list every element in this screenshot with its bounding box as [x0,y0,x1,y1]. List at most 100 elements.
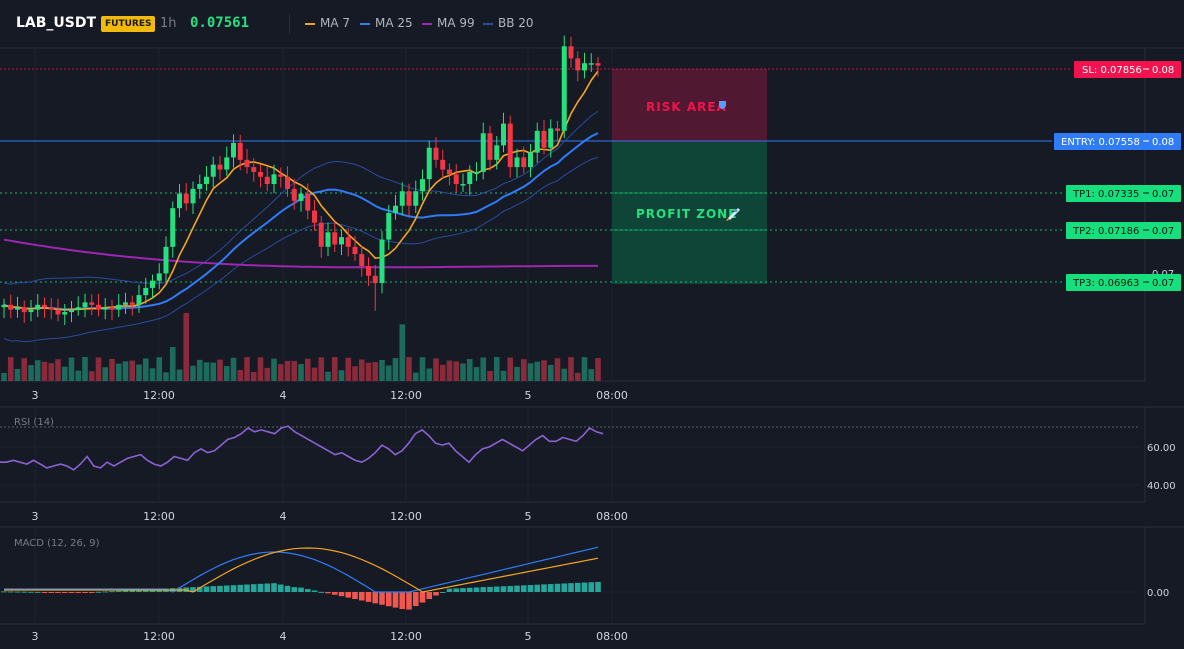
macd-histogram-bar [142,589,149,592]
macd-histogram-bar [115,590,122,592]
candle-body [588,63,594,65]
macd-histogram-bar [102,591,109,593]
sl-tag-text: SL: 0.07856 [1082,65,1142,76]
macd-histogram-bar [325,592,331,594]
candle [575,51,581,82]
candle [21,300,27,323]
symbol-name[interactable]: LAB_USDT [16,15,97,31]
tp1-price-tag[interactable]: TP1: 0.07335 0.07 [1066,185,1181,202]
tp1-axis-text: 0.07 [1152,189,1174,200]
macd-histogram-bar [595,581,601,592]
candle-body [474,171,479,174]
time-tick-label: 12:00 [143,389,175,402]
candle [35,294,41,318]
candle [210,156,216,188]
candle-body [379,239,385,284]
time-tick-label: 4 [280,389,287,402]
volume-bar [568,357,574,381]
volume-bar [14,368,21,381]
volume-bar [149,368,156,381]
candle [339,229,344,256]
volume-bar [500,370,507,381]
legend-ma99[interactable]: MA 99 [422,16,475,30]
legend-bb20[interactable]: BB 20 [483,16,534,30]
volume-bar [473,367,480,381]
macd-histogram-bar [277,584,284,592]
candle [150,274,155,299]
candle [190,181,196,215]
candle [521,146,527,174]
volume-bar [379,359,385,381]
candle-body [332,232,338,245]
candle [507,115,513,178]
macd-histogram-bar [1,591,7,593]
macd-histogram-bar [237,584,244,592]
candle-body [210,164,216,177]
candle [15,296,20,318]
candle [217,155,223,180]
candlesticks[interactable] [1,35,601,325]
volume-bar [176,369,183,381]
legend-ma7[interactable]: MA 7 [305,16,350,30]
volume-bar [102,367,109,381]
candle [170,201,176,258]
candle-body [15,307,20,310]
macd-histogram-bar [473,587,480,592]
tp3-price-tag[interactable]: TP3: 0.06963 0.07 [1066,274,1181,291]
volume-bar [446,360,453,381]
bollinger-lower-band [3,156,599,343]
timeframe-label[interactable]: 1h [160,16,177,31]
ma25-swatch [360,22,370,25]
time-tick-label: 5 [525,510,532,523]
legend-ma7-label: MA 7 [320,16,351,30]
time-tick-label: 12:00 [390,630,422,643]
profit-zone[interactable] [612,142,767,284]
volume-bar [41,361,48,381]
candle-body [48,307,54,310]
candle-body [541,130,547,148]
macd-histogram-bar [264,583,271,592]
macd-histogram-bar [210,586,217,592]
tp3-axis-text: 0.07 [1152,278,1174,289]
candle [312,200,317,231]
volume-bar [439,364,446,381]
entry-price-tag[interactable]: ENTRY: 0.07558 0.08 [1054,133,1181,150]
sl-price-tag[interactable]: SL: 0.07856 0.08 [1074,61,1181,78]
candle [541,120,547,155]
macd-histogram-bar [352,592,358,600]
macd-histogram-bar [568,583,574,592]
volume-bar [406,357,412,381]
risk-area-zone[interactable] [612,69,767,142]
candle-body [156,273,162,281]
candle-body [318,222,324,247]
candle [116,294,122,318]
macd-histogram-bar [136,589,142,592]
candle-body [366,266,371,276]
volume-bar [223,366,230,381]
candle [8,294,14,319]
bollinger-bands [3,110,599,343]
macd-histogram-bar [318,591,325,593]
candle [271,164,277,194]
macd-histogram-bar [338,592,345,597]
macd-histogram-bar [217,585,223,592]
candle-body [595,63,601,66]
tp2-price-tag[interactable]: TP2: 0.07186 0.07 [1066,222,1181,239]
candle [467,165,473,195]
candle [69,300,74,323]
chart-header: LAB_USDT FUTURES 1h 0.07561 MA 7 MA 25 M… [0,0,1184,48]
volume-bar [487,371,493,381]
volume-bar [311,367,318,381]
candle [183,183,189,211]
volume-bar [217,359,223,381]
sl-axis-text: 0.08 [1152,65,1174,76]
candle-body [143,287,149,296]
legend-ma25[interactable]: MA 25 [360,16,413,30]
volume-bar [163,372,169,381]
volume-bar [514,366,520,381]
macd-histogram-bar [547,584,554,592]
candle [399,182,405,216]
time-tick-label: 12:00 [390,510,422,523]
macd-signal-line [4,547,599,593]
